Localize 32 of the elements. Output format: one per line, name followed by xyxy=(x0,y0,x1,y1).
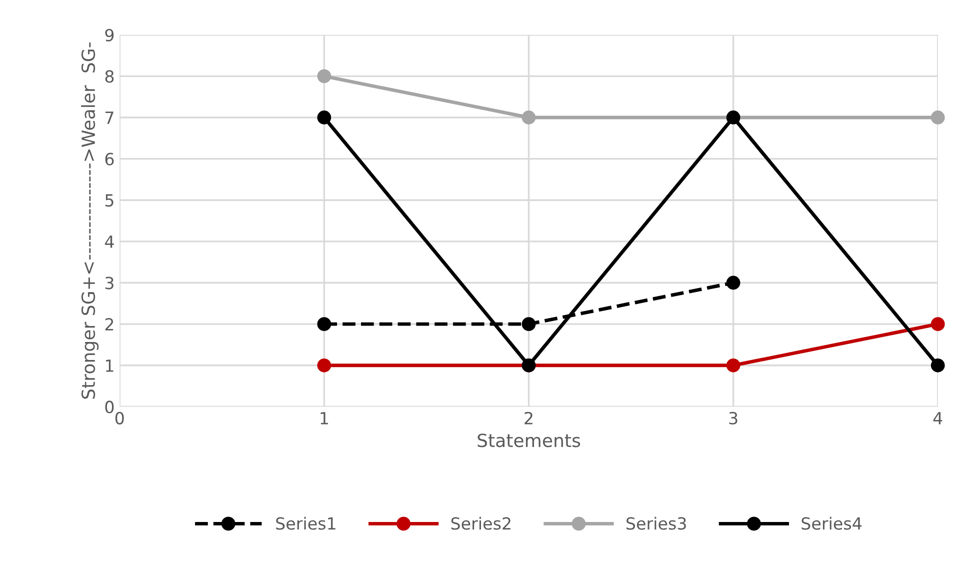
legend-label: Series4 xyxy=(802,516,862,530)
y-tick-label: 4 xyxy=(104,236,114,248)
point xyxy=(930,110,945,124)
x-tick-label: 2 xyxy=(524,412,532,424)
point xyxy=(930,358,945,372)
point xyxy=(726,276,740,290)
x-axis-title: Statements xyxy=(478,434,580,448)
y-tick-label: 0 xyxy=(105,400,114,414)
point xyxy=(726,358,740,372)
y-tick-label: 8 xyxy=(105,70,114,83)
y-tick-label: 2 xyxy=(105,318,114,330)
point xyxy=(317,69,332,84)
legend-label: Series3 xyxy=(626,516,686,530)
point xyxy=(317,110,332,124)
y-axis-title: Stronger SG+<--------------->Wealer SG- xyxy=(81,42,99,399)
legend-label: Series2 xyxy=(451,516,510,530)
point xyxy=(522,110,536,124)
y-tick-label: 9 xyxy=(105,28,114,42)
point xyxy=(317,358,332,372)
x-tick-label: 0 xyxy=(115,412,124,424)
point xyxy=(522,317,536,332)
y-tick-label: 1 xyxy=(106,360,114,372)
y-tick-label: 5 xyxy=(105,194,114,207)
point xyxy=(930,317,945,332)
y-tick-label: 3 xyxy=(105,276,114,290)
x-tick-label: 1 xyxy=(320,412,328,424)
x-tick-label: 4 xyxy=(933,412,942,424)
point xyxy=(317,317,332,332)
legend-label: Series1 xyxy=(276,516,336,530)
y-tick-label: 7 xyxy=(106,112,114,124)
y-tick-label: 6 xyxy=(105,152,114,166)
x-tick-label: 3 xyxy=(729,412,738,424)
